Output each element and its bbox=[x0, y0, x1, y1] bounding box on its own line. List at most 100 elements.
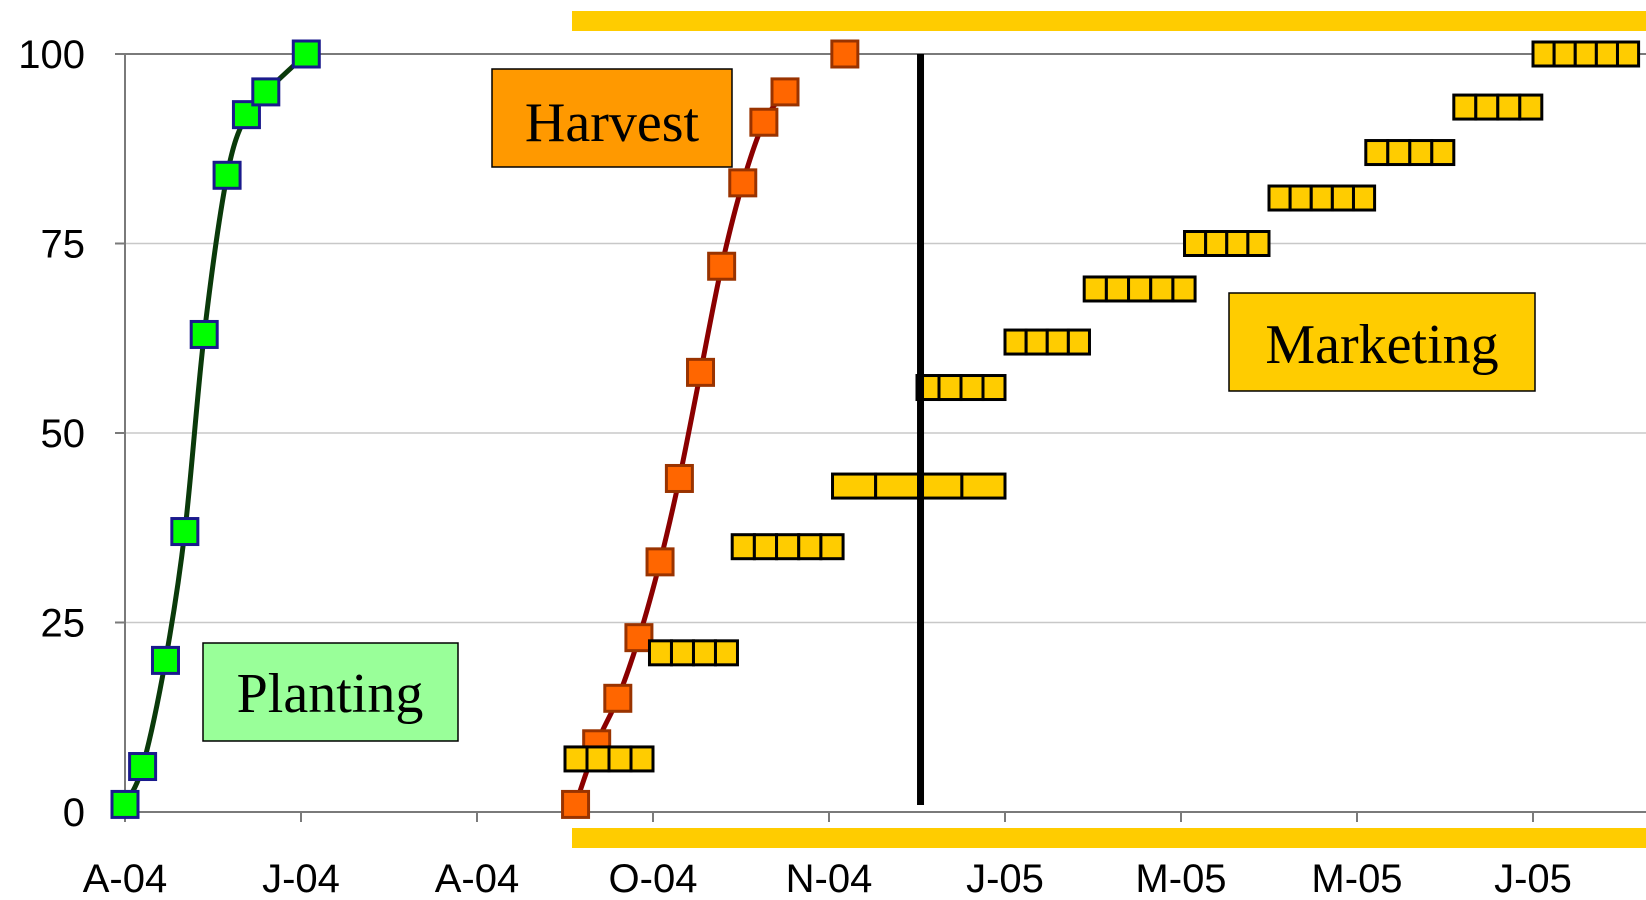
marketing-point bbox=[607, 745, 633, 773]
marketing-point bbox=[713, 639, 739, 667]
planting-point bbox=[212, 160, 242, 190]
marketing-point bbox=[752, 533, 779, 561]
marketing-point bbox=[730, 533, 756, 561]
marketing-point bbox=[1104, 275, 1131, 303]
planting-point bbox=[150, 645, 180, 675]
marketing-step bbox=[563, 745, 655, 773]
marketing-point bbox=[1386, 139, 1412, 167]
marketing-point bbox=[1309, 184, 1334, 212]
marketing-point bbox=[629, 745, 655, 773]
x-tick-label: J-05 bbox=[1494, 857, 1572, 900]
marketing-point bbox=[1531, 40, 1556, 68]
marketing-step bbox=[1183, 230, 1271, 257]
marketing-point bbox=[1003, 328, 1028, 356]
marketing-band-top bbox=[572, 11, 1646, 31]
planting-label: Planting bbox=[237, 663, 424, 725]
marketing-point bbox=[1066, 328, 1091, 356]
marketing-point bbox=[691, 639, 717, 667]
y-tick-label: 25 bbox=[41, 602, 86, 646]
planting-label-box bbox=[202, 642, 459, 742]
marketing-point bbox=[1045, 328, 1070, 356]
y-tick-label: 50 bbox=[41, 412, 86, 456]
marketing-point bbox=[1615, 40, 1641, 68]
marketing-point bbox=[1288, 184, 1313, 212]
x-tick-label: A-04 bbox=[83, 857, 168, 900]
x-tick-label: A-04 bbox=[435, 857, 520, 900]
marketing-point bbox=[960, 472, 1007, 500]
marketing-label-box bbox=[1228, 292, 1536, 392]
x-tick-label: M-05 bbox=[1311, 857, 1402, 900]
y-tick-label: 75 bbox=[41, 223, 86, 267]
marketing-point bbox=[1364, 139, 1390, 167]
marketing-label: Marketing bbox=[1265, 314, 1498, 376]
marketing-point bbox=[1267, 184, 1292, 212]
marketing-point bbox=[585, 745, 611, 773]
marketing-point bbox=[1552, 40, 1577, 68]
x-tick-label: J-05 bbox=[966, 857, 1044, 900]
harvest-point bbox=[664, 463, 694, 493]
marketing-point bbox=[1573, 40, 1598, 68]
planting-point bbox=[189, 319, 219, 349]
harvest-label: Harvest bbox=[525, 92, 700, 154]
series bbox=[110, 39, 1641, 819]
marketing-point bbox=[981, 374, 1007, 402]
marketing-point bbox=[1024, 328, 1049, 356]
marketing-point bbox=[917, 472, 964, 500]
marketing-point bbox=[1225, 230, 1250, 257]
harvest-point bbox=[561, 789, 591, 819]
x-tick-label: J-04 bbox=[262, 857, 340, 900]
marketing-point bbox=[1474, 93, 1500, 121]
marketing-point bbox=[1246, 230, 1271, 257]
x-tick-label: O-04 bbox=[609, 857, 698, 900]
x-tick-label: N-04 bbox=[786, 857, 873, 900]
harvest-point bbox=[686, 357, 716, 387]
marketing-point bbox=[1518, 93, 1544, 121]
marketing-point bbox=[937, 374, 963, 402]
marketing-step bbox=[1452, 93, 1544, 121]
marketing-point bbox=[831, 472, 878, 500]
planting-point bbox=[110, 789, 140, 819]
marketing-point bbox=[819, 533, 845, 561]
marketing-point bbox=[1082, 275, 1108, 303]
marketing-point bbox=[874, 472, 921, 500]
marketing-step bbox=[1003, 328, 1091, 356]
y-tick-label: 100 bbox=[18, 33, 85, 77]
x-tick-label: M-05 bbox=[1135, 857, 1226, 900]
harvest-point bbox=[603, 683, 633, 713]
marketing-step bbox=[647, 639, 739, 667]
marketing-point bbox=[959, 374, 985, 402]
planting-point bbox=[251, 77, 281, 107]
marketing-point bbox=[1127, 275, 1153, 303]
marketing-point bbox=[1351, 184, 1377, 212]
axes: 0 25 50 75 100 A-04 J-04 A-04 O-04 N-04 J-05 M-05 M-… bbox=[18, 33, 1646, 900]
marketing-point bbox=[1149, 275, 1175, 303]
marketing-band-bottom bbox=[572, 828, 1646, 848]
gridlines bbox=[125, 53, 1646, 624]
planting-point bbox=[291, 39, 321, 69]
marketing-step bbox=[1531, 40, 1641, 68]
marketing-point bbox=[1594, 40, 1619, 68]
marketing-step bbox=[1082, 275, 1197, 303]
marketing-bands bbox=[572, 11, 1646, 848]
planting-point bbox=[170, 517, 200, 547]
marketing-step bbox=[1364, 139, 1456, 167]
marketing-point bbox=[1330, 184, 1355, 212]
harvest-point bbox=[728, 168, 758, 198]
planting-point bbox=[128, 752, 158, 782]
annotation-labels: Planting Harvest Marketing bbox=[202, 68, 1536, 742]
harvest-point bbox=[707, 251, 737, 281]
marketing-step bbox=[1267, 184, 1377, 212]
harvest-point bbox=[645, 547, 675, 577]
marketing-point bbox=[1204, 230, 1229, 257]
marketing-step bbox=[831, 472, 1007, 500]
marketing-step bbox=[730, 533, 845, 561]
y-tick-label: 0 bbox=[63, 791, 85, 835]
harvest-label-box bbox=[491, 68, 733, 168]
marketing-point bbox=[563, 745, 589, 773]
marketing-point bbox=[1171, 275, 1197, 303]
marketing-point bbox=[669, 639, 695, 667]
harvest-point bbox=[830, 39, 860, 69]
harvest-point bbox=[624, 623, 654, 653]
harvest-point bbox=[749, 107, 779, 137]
